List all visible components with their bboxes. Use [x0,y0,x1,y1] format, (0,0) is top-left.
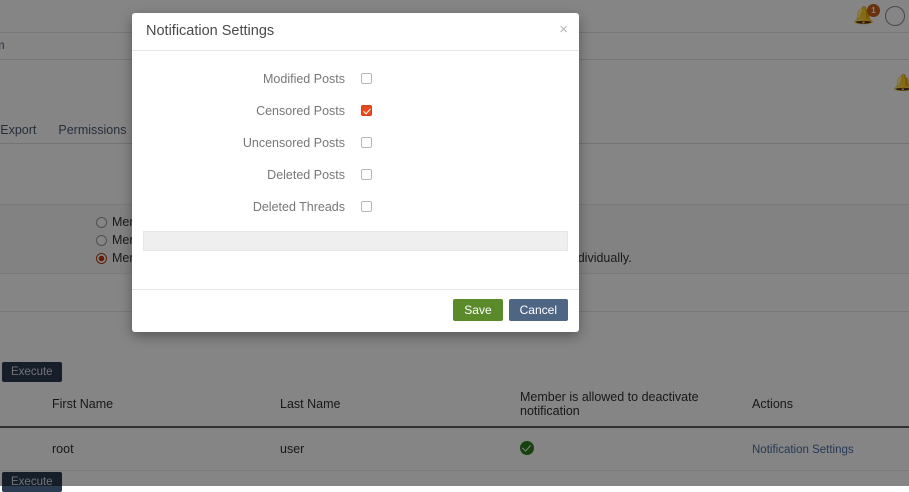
checkbox-uncensored-posts[interactable] [361,137,372,148]
checkbox-deleted-threads[interactable] [361,201,372,212]
cell-first-name: root [0,427,280,471]
save-button[interactable]: Save [453,299,503,321]
option-trailing-text: individually. [568,251,632,265]
members-table-body: root user Notification Settings [0,427,909,471]
radio-dot-icon [96,216,107,228]
breadcrumb[interactable]: -Forum [0,38,5,52]
execute-button-top[interactable]: Execute [2,362,62,382]
field-row-censored-posts: Censored Posts [143,103,568,119]
user-avatar-icon[interactable] [885,6,905,26]
dialog-body: Modified Posts Censored Posts Uncensored… [132,51,579,289]
notification-settings-dialog: Notification Settings × Modified Posts C… [132,13,579,332]
checkbox-modified-posts[interactable] [361,73,372,84]
table-row: root user Notification Settings [0,427,909,471]
field-label-modified-posts: Modified Posts [263,72,345,86]
field-label-uncensored-posts: Uncensored Posts [242,136,345,150]
radio-dot-icon [96,234,107,246]
members-table-head: First Name Last Name Member is allowed t… [0,384,909,428]
checkbox-deleted-posts[interactable] [361,169,372,180]
sub-navigation-items: s Export Permissions [0,123,126,137]
dialog-header: Notification Settings × [132,13,579,51]
notification-settings-link[interactable]: Notification Settings [752,444,854,456]
notification-count-badge: 1 [867,4,880,17]
cell-last-name: user [280,427,520,471]
field-label-deleted-threads: Deleted Threads [252,200,345,214]
cell-actions: Notification Settings [752,427,909,471]
field-row-deleted-threads: Deleted Threads [143,199,568,215]
dialog-footer: Save Cancel [132,289,579,332]
green-check-circle-icon [520,440,534,455]
field-row-deleted-posts: Deleted Posts [143,167,568,183]
subnav-item-export[interactable]: Export [0,123,37,137]
subnav-item-permissions[interactable]: Permissions [58,123,127,137]
cancel-button[interactable]: Cancel [508,299,568,321]
field-row-modified-posts: Modified Posts [143,71,568,87]
table-header-row: First Name Last Name Member is allowed t… [0,384,909,428]
radio-dot-selected-icon [96,252,107,264]
field-label-deleted-posts: Deleted Posts [267,168,345,182]
notification-text-input[interactable] [143,231,568,251]
field-label-censored-posts: Censored Posts [256,104,345,118]
members-table: First Name Last Name Member is allowed t… [0,384,909,471]
dialog-footer-buttons: Save Cancel [453,299,568,321]
column-header-last-name: Last Name [280,384,520,428]
column-header-actions: Actions [752,384,909,428]
dialog-title: Notification Settings [146,23,275,39]
checkbox-censored-posts[interactable] [361,105,372,116]
cell-member-allowed [520,427,752,471]
close-icon[interactable]: × [559,21,568,38]
column-header-member-allowed: Member is allowed to deactivate notifica… [520,384,752,428]
top-bar-icon-group: 🔔 1 [853,0,905,32]
column-header-first-name: First Name [0,384,280,428]
subscription-bell-icon[interactable]: 🔔 [893,75,909,92]
notification-bell-button[interactable]: 🔔 1 [853,4,880,25]
field-row-uncensored-posts: Uncensored Posts [143,135,568,151]
